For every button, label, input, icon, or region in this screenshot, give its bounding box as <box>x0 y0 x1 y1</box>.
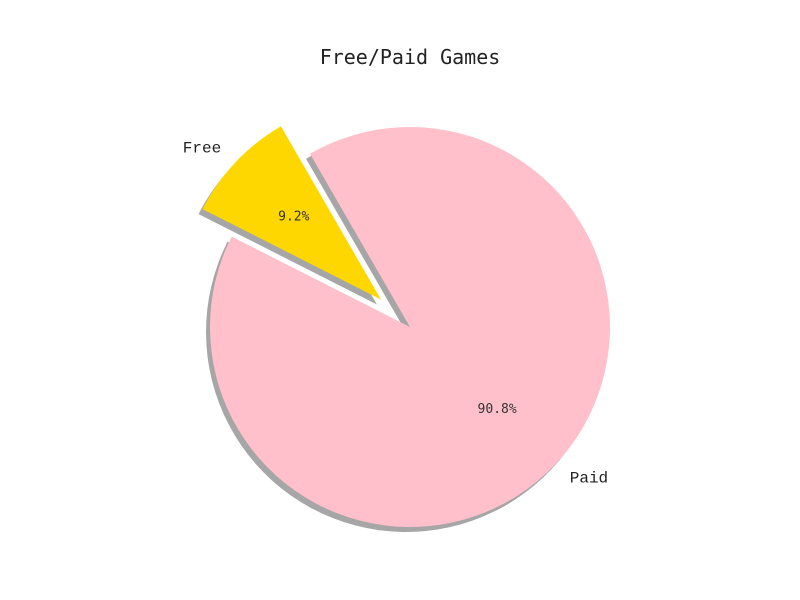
chart-title: Free/Paid Games <box>320 45 501 69</box>
slice-paid <box>210 127 610 528</box>
slice-pct-free: 9.2% <box>278 209 309 224</box>
slice-free <box>202 126 381 300</box>
slice-label-paid: Paid <box>570 469 608 487</box>
slices <box>202 126 610 528</box>
slice-label-free: Free <box>183 139 221 157</box>
slice-pct-paid: 90.8% <box>478 402 517 417</box>
slice-labels: Free 9.2% Paid 90.8% <box>183 139 608 487</box>
